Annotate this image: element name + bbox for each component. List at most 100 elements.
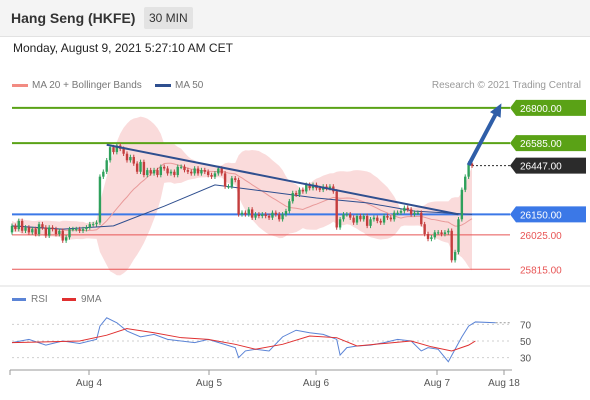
candle-body <box>281 214 284 220</box>
candle-body <box>298 189 301 195</box>
rsi-tick-70: 70 <box>520 320 532 331</box>
candle-body <box>305 184 308 192</box>
candle-body <box>176 166 179 176</box>
candle-body <box>308 184 311 189</box>
candle-body <box>430 237 433 239</box>
candle-body <box>61 230 64 241</box>
candle-body <box>203 170 206 172</box>
candle-body <box>210 175 213 177</box>
candle-body <box>217 168 220 174</box>
legend-swatch-ma20 <box>12 83 28 87</box>
candle-body <box>220 168 223 174</box>
level-lines-layer <box>12 106 510 270</box>
candle-body <box>166 168 169 174</box>
legend-item-9ma: 9MA <box>62 294 102 305</box>
candle-body <box>467 163 470 177</box>
candle-body <box>457 219 460 253</box>
x-axis-layer: Aug 4 Aug 5 Aug 6 Aug 7 Aug 18 <box>76 370 520 389</box>
candle-body <box>64 237 68 241</box>
candle-body <box>186 170 190 172</box>
candle-body <box>318 188 321 190</box>
candle-body <box>460 189 464 220</box>
candle-body <box>105 160 108 172</box>
candle-body <box>17 220 20 230</box>
candle-body <box>406 207 409 210</box>
candle-body <box>112 147 115 153</box>
candle-body <box>413 212 416 215</box>
candle-body <box>24 227 27 231</box>
candle-body <box>169 171 173 174</box>
candle-body <box>382 216 386 223</box>
candle-body <box>48 227 51 236</box>
x-tick-label: Aug 4 <box>76 378 103 389</box>
candle-body <box>447 230 450 233</box>
candle-body <box>369 219 372 226</box>
candle-body <box>338 219 342 228</box>
price-label-26447.00: 26447.00 <box>520 162 562 173</box>
x-tick-label: Aug 5 <box>196 378 223 389</box>
price-tag-26800.00 <box>510 99 586 116</box>
candle-body <box>34 229 37 235</box>
candle-body <box>443 232 447 235</box>
rsi-line <box>11 317 496 363</box>
candle-body <box>27 227 31 233</box>
instrument-title: Hang Seng (HKFE) <box>11 10 136 26</box>
candle-body <box>54 229 58 235</box>
candle-body <box>95 222 98 225</box>
candle-body <box>51 227 54 230</box>
candle-body <box>190 171 193 174</box>
candle-body <box>470 163 474 166</box>
candle-body <box>244 212 247 215</box>
candle-body <box>139 161 142 172</box>
candle-body <box>223 173 227 187</box>
candle-body <box>264 214 267 216</box>
candle-body <box>450 230 453 261</box>
candle-body <box>389 217 393 220</box>
candle-body <box>149 170 152 174</box>
candle-body <box>284 211 288 215</box>
candle-body <box>163 166 166 169</box>
candle-body <box>75 229 78 231</box>
candle-body <box>379 220 382 223</box>
candle-body <box>393 212 396 220</box>
candle-body <box>274 212 278 215</box>
candle-body <box>365 216 369 226</box>
candle-body <box>98 176 102 223</box>
candle-body <box>396 212 399 214</box>
price-label-26800.00: 26800.00 <box>520 104 562 115</box>
rsi-tick-30: 30 <box>520 354 532 365</box>
candle-body <box>146 170 149 176</box>
rsi-layer: 70 50 30 <box>11 317 532 365</box>
candle-body <box>250 209 254 218</box>
legend-swatch-9ma <box>62 297 76 301</box>
forecast-arrow-shaft <box>466 106 501 167</box>
candle-body <box>102 171 105 177</box>
candle-body <box>88 224 91 228</box>
legend-swatch-ma50 <box>155 83 171 87</box>
candle-body <box>91 224 95 226</box>
x-tick-label: Aug 6 <box>303 378 330 389</box>
candle-body <box>31 229 34 233</box>
rsi-ma-line <box>11 328 476 352</box>
candle-body <box>386 216 389 218</box>
candle-body <box>58 230 61 235</box>
candle-body <box>206 171 210 176</box>
candle-body <box>152 170 156 174</box>
candle-body <box>115 145 119 153</box>
legend-item-ma50: MA 50 <box>155 80 203 91</box>
candle-body <box>403 207 406 212</box>
candle-body <box>355 216 359 223</box>
candle-body <box>20 220 24 231</box>
legend-label-ma20: MA 20 + Bollinger Bands <box>32 80 142 91</box>
price-label-25815.00: 25815.00 <box>520 265 562 276</box>
candle-body <box>135 163 139 172</box>
legend-item-rsi: RSI <box>12 294 48 305</box>
candle-body <box>433 232 436 238</box>
candle-body <box>14 225 17 230</box>
timeframe-button[interactable]: 30 MIN <box>144 7 193 29</box>
candle-body <box>376 217 379 221</box>
price-tag-26150.00 <box>510 206 586 223</box>
legend-swatch-rsi <box>12 297 26 301</box>
